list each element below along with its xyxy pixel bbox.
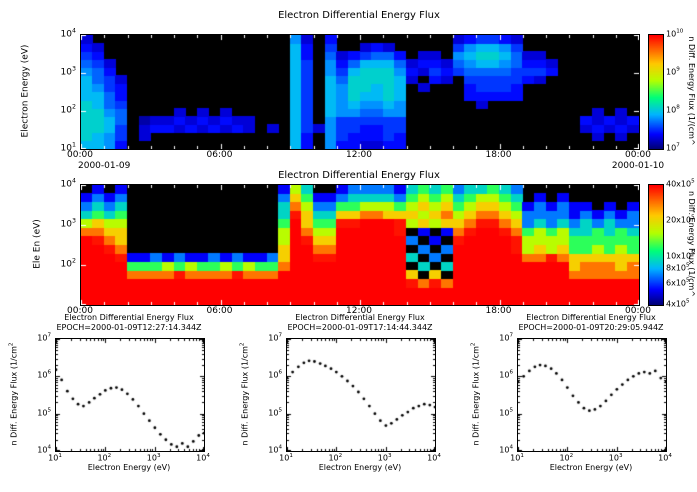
cut1-scatter-canvas <box>55 338 205 452</box>
y-axis-tick-label: 107 <box>499 332 513 343</box>
y-axis-tick-label: 104 <box>60 177 76 190</box>
time-tick-label: 12:00 <box>346 150 372 160</box>
y-axis-tick-label: 106 <box>268 370 282 380</box>
x-axis-tick-label: 102 <box>328 453 343 463</box>
y-axis-tick-label: 103 <box>60 217 76 230</box>
y-axis-tick-label: 106 <box>499 370 513 380</box>
top-colorbar-label: n Diff. Energy Flux (1/(cm^ <box>687 36 696 146</box>
top-panel-title: Electron Differential Energy Flux <box>278 10 440 21</box>
time-tick-label: 00:00 <box>625 306 651 316</box>
x-axis-tick-label: 104 <box>427 453 441 463</box>
cut2-xlabel: Electron Energy (eV) <box>318 463 402 472</box>
colorbar-tick-label: 10x105 <box>666 250 695 261</box>
cut2-scatter-canvas <box>286 338 436 452</box>
y-axis-tick-label: 102 <box>60 103 76 116</box>
cut3-ylabel: n Diff. Energy Flux (1/cm2 <box>470 342 481 446</box>
x-axis-tick-label: 104 <box>658 453 672 463</box>
cut2-title: Electron Differential Energy Flux <box>295 313 425 322</box>
x-axis-tick-label: 103 <box>146 453 161 463</box>
time-tick-label: 06:00 <box>206 150 233 160</box>
mid-colorbar <box>648 184 664 306</box>
time-tick-label: 06:00 <box>206 306 233 316</box>
time-tick-label: 18:00 <box>485 150 512 160</box>
y-axis-tick-label: 104 <box>37 444 51 455</box>
cut2-ylabel: n Diff. Energy Flux (1/cm2 <box>239 342 250 446</box>
x-axis-tick-label: 104 <box>196 453 210 463</box>
x-axis-tick-label: 102 <box>559 453 574 463</box>
mid-panel-title: Electron Differential Energy Flux <box>278 170 440 181</box>
x-axis-tick-label: 103 <box>608 453 623 463</box>
cut3-subtitle: EPOCH=2000-01-09T20:29:05.944Z <box>518 323 664 332</box>
y-axis-tick-label: 103 <box>60 65 76 78</box>
cut3-title: Electron Differential Energy Flux <box>526 313 656 322</box>
y-axis-tick-label: 104 <box>499 444 513 455</box>
x-axis-tick-label: 103 <box>377 453 392 463</box>
time-tick-label: 12:00 <box>346 306 372 316</box>
cut3-scatter-canvas <box>517 338 667 452</box>
y-axis-tick-label: 104 <box>60 27 76 40</box>
colorbar-tick-label: 108 <box>666 104 680 115</box>
cut1-xlabel: Electron Energy (eV) <box>87 463 171 472</box>
colorbar-tick-label: 1010 <box>666 28 684 39</box>
colorbar-tick-label: 40x105 <box>666 178 695 189</box>
y-axis-tick-label: 107 <box>268 332 282 343</box>
top-spectrogram-canvas <box>80 34 640 150</box>
top-colorbar <box>648 34 664 150</box>
x-axis-tick-label: 101 <box>279 453 293 463</box>
cut3-xlabel: Electron Energy (eV) <box>549 463 633 472</box>
y-axis-tick-label: 105 <box>268 407 282 417</box>
x-axis-tick-label: 102 <box>97 453 112 463</box>
x-axis-tick-label: 101 <box>510 453 524 463</box>
y-axis-tick-label: 101 <box>60 141 76 154</box>
time-tick-label: 00:00 <box>625 150 651 160</box>
y-axis-tick-label: 106 <box>37 370 51 380</box>
top-date-right: 2000-01-10 <box>611 161 665 171</box>
colorbar-tick-label: 6x105 <box>666 277 690 288</box>
x-axis-tick-label: 101 <box>48 453 62 463</box>
y-axis-tick-label: 102 <box>60 257 76 270</box>
colorbar-tick-label: 4x105 <box>666 298 690 309</box>
y-axis-tick-label: 105 <box>37 407 51 417</box>
y-axis-tick-label: 107 <box>37 332 51 343</box>
time-tick-label: 00:00 <box>67 150 93 160</box>
top-date-left: 2000-01-09 <box>78 161 131 171</box>
y-axis-tick-label: 104 <box>268 444 282 455</box>
cut1-title: Electron Differential Energy Flux <box>64 313 194 322</box>
top-panel-ylabel: Electron Energy (eV) <box>20 44 31 138</box>
cut1-subtitle: EPOCH=2000-01-09T12:27:14.344Z <box>56 323 202 332</box>
colorbar-tick-label: 8x105 <box>666 262 690 273</box>
time-tick-label: 18:00 <box>485 306 512 316</box>
colorbar-tick-label: 20x105 <box>666 214 695 225</box>
time-tick-label: 00:00 <box>67 306 93 316</box>
mid-spectrogram-canvas <box>80 184 640 306</box>
colorbar-tick-label: 109 <box>666 66 680 77</box>
colorbar-tick-label: 107 <box>666 142 680 153</box>
cut1-ylabel: n Diff. Energy Flux (1/cm2 <box>8 342 19 446</box>
cut2-subtitle: EPOCH=2000-01-09T17:14:44.344Z <box>287 323 433 332</box>
y-axis-tick-label: 105 <box>499 407 513 417</box>
